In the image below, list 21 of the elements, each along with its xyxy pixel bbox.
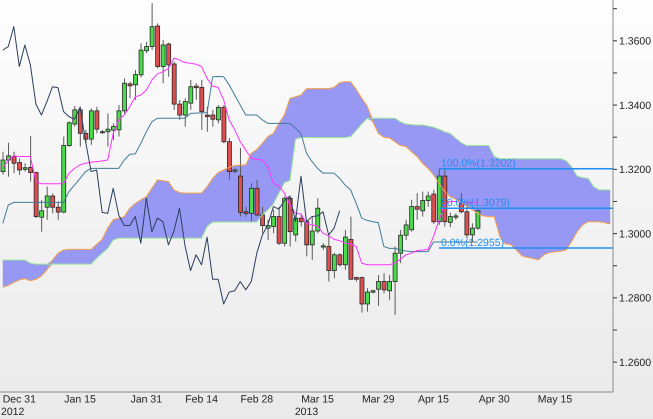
y-tick-label: 1.3600: [619, 36, 652, 48]
x-tick-label: Jan 31: [130, 393, 162, 406]
y-tick-label: 1.3000: [619, 228, 652, 240]
y-tick-label: 1.2600: [619, 356, 652, 369]
x-tick-label: Mar 29: [362, 393, 395, 406]
text: 2012: [1, 406, 24, 418]
x-tick-label: Feb 14: [185, 393, 218, 406]
x-tick-label: May 15: [538, 393, 572, 406]
x-tick-label: Mar 15: [301, 393, 334, 406]
x-tick-label: Feb 28: [240, 393, 274, 406]
text: 2013: [294, 406, 318, 418]
x-tick-label: Dec 31: [2, 393, 36, 406]
line-series: [2, 118, 611, 265]
x-tick-label: Apr 15: [418, 393, 450, 406]
x-tick-label: Jan 15: [64, 393, 96, 406]
ref-line-label: 100.0%(1.3202): [441, 158, 516, 170]
y-tick-label: 1.3400: [619, 100, 652, 112]
y-tick-label: 1.3200: [619, 164, 652, 176]
y-tick-label: 1.2800: [619, 292, 652, 305]
x-tick-label: Apr 30: [478, 393, 510, 406]
line-series: [2, 26, 340, 304]
